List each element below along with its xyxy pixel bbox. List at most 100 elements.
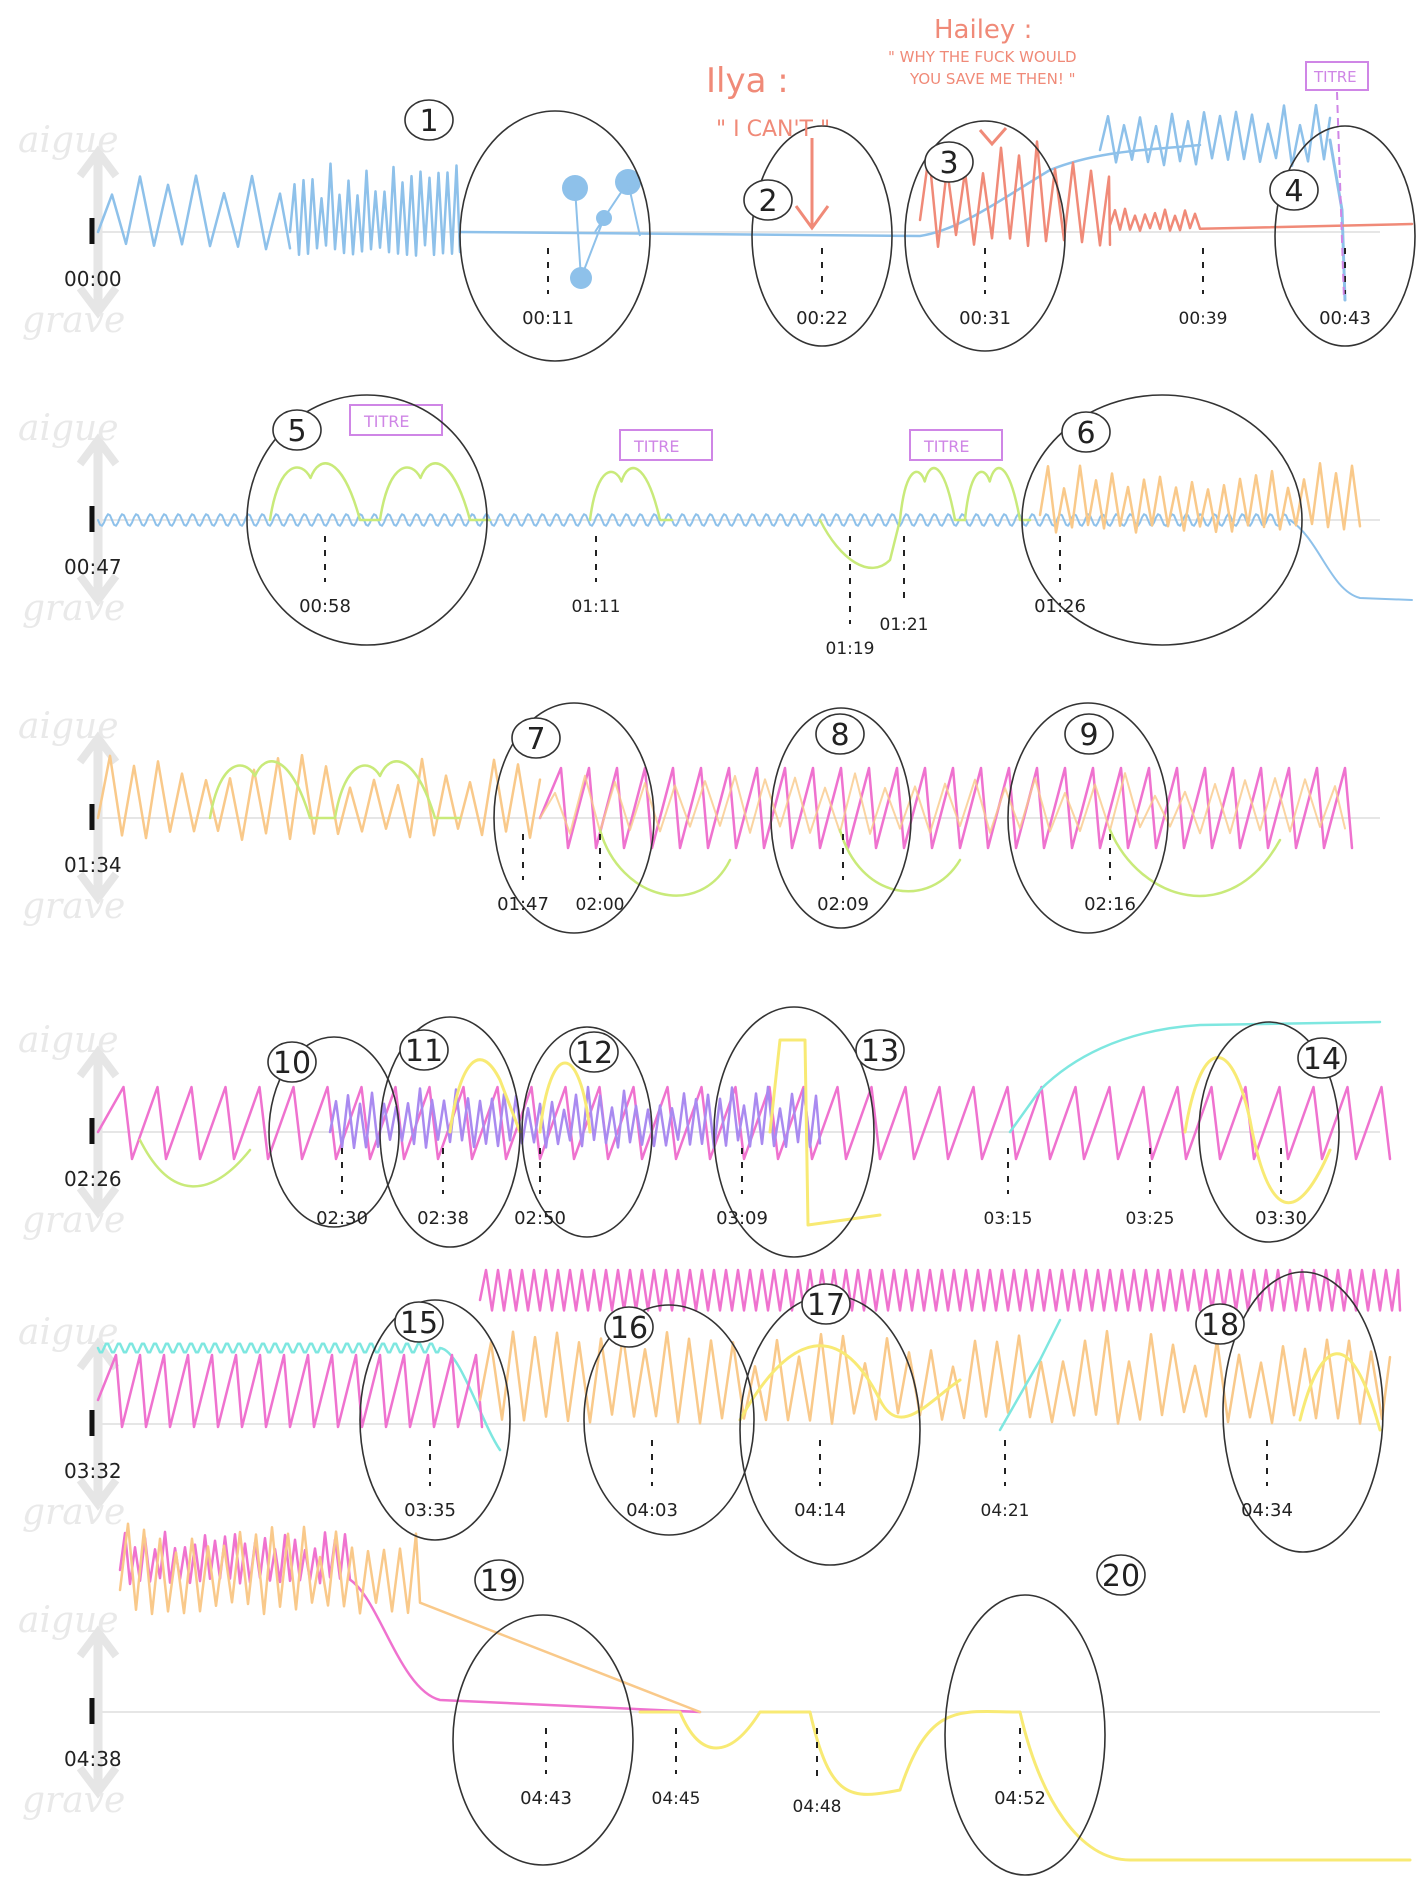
row-5-wave-yellow <box>738 1344 962 1422</box>
row-2-titre-1: TITRE <box>349 404 443 436</box>
time-mark-1-1-label: 00:39 <box>1179 309 1228 329</box>
row-2-wave-green-dip <box>818 518 902 570</box>
marker-8-time: 02:09 <box>817 894 869 915</box>
row-1-wave-blue <box>96 174 292 251</box>
marker-16-number-badge <box>604 1306 654 1348</box>
marker-3: 3 00:31 <box>904 120 1066 352</box>
marker-6-circle <box>1021 394 1303 646</box>
time-mark-4-1: 03:15 <box>984 1148 1033 1229</box>
marker-9-number-badge <box>1064 713 1114 755</box>
marker-3-number: 3 <box>939 146 958 181</box>
row-4-wave-yellow-2 <box>538 1061 592 1134</box>
marker-18-time: 04:34 <box>1241 1500 1293 1521</box>
row-5-wave-yellow-2 <box>1298 1352 1382 1432</box>
row-5-wave-cyan-2 <box>998 1318 1062 1432</box>
marker-5-number-badge <box>272 409 322 451</box>
marker-19: 19 04:43 <box>452 1559 634 1866</box>
time-mark-4-1-label: 03:15 <box>984 1209 1033 1229</box>
marker-9: 9 02:16 <box>1007 702 1169 934</box>
time-mark-2-3: 01:21 <box>880 536 929 635</box>
marker-20: 20 04:52 <box>944 1554 1146 1876</box>
row-5-arrow-up-icon <box>76 1337 120 1371</box>
row-6-low-label: grave <box>22 1780 125 1821</box>
marker-19-number: 19 <box>480 1564 518 1599</box>
row-3-low-label: grave <box>22 886 125 927</box>
marker-2-time: 00:22 <box>796 308 848 329</box>
marker-2-number-badge <box>743 179 793 221</box>
titre-box-1 <box>349 404 443 436</box>
marker-1-number-badge <box>404 99 454 141</box>
row-4-wave-yellow-3 <box>768 1038 882 1227</box>
marker-11-number-badge <box>399 1029 449 1071</box>
row-1-low-label: grave <box>22 300 125 341</box>
row-2-wave-blue <box>97 513 1291 527</box>
row-3-wave-orange <box>96 753 542 842</box>
marker-14-number: 14 <box>1303 1042 1341 1077</box>
marker-7-number-badge <box>511 717 561 759</box>
titre-text-3: TITRE <box>923 437 970 456</box>
marker-15-time: 03:35 <box>404 1500 456 1521</box>
time-mark-5-1-label: 04:21 <box>981 1501 1030 1521</box>
row-4-wave-green <box>138 1138 252 1188</box>
marker-6-number: 6 <box>1076 416 1095 451</box>
titre-box-2 <box>619 429 713 461</box>
row-5-wave-orange <box>478 1329 1392 1425</box>
marker-15-number-badge <box>394 1301 444 1343</box>
marker-4: 4 00:43 <box>1269 125 1416 347</box>
marker-10-circle <box>268 1036 400 1228</box>
row-2-start-time: 00:47 <box>64 555 122 579</box>
marker-13-circle <box>713 1006 875 1258</box>
waves-layer <box>96 103 1414 1862</box>
row-1-wave-blue-high <box>1098 103 1332 168</box>
marker-18: 18 04:34 <box>1195 1271 1384 1553</box>
marker-16-circle <box>583 1304 755 1536</box>
marker-18-circle <box>1222 1271 1384 1553</box>
row-5-start-time: 03:32 <box>64 1459 122 1483</box>
row-4-arrow-down-icon <box>76 1185 120 1219</box>
annotation-hailey: Hailey : " WHY THE FUCK WOULD YOU SAVE M… <box>888 15 1077 147</box>
row-2-high-label: aigue <box>18 408 119 449</box>
row-1-high-label: aigue <box>18 120 119 161</box>
row-4-arrow-up-icon <box>76 1045 120 1079</box>
row-1-arrow-up-icon <box>76 145 120 179</box>
row-1-wave-salmon-tail <box>1108 207 1414 232</box>
time-mark-4-2: 03:25 <box>1126 1148 1175 1229</box>
row-3-wave-pink <box>538 766 1354 850</box>
marker-7-time: 01:47 <box>497 894 549 915</box>
row-5-axis: aigue grave 03:32 <box>18 1312 1380 1533</box>
row-3-arrow-up-icon <box>76 731 120 765</box>
marker-2-circle <box>751 125 893 347</box>
marker-11-circle <box>379 1016 521 1248</box>
row-4-wave-cyan <box>1008 1020 1382 1134</box>
annotation-ilya: Ilya : " I CAN'T " <box>706 61 830 231</box>
marker-5-circle <box>246 394 488 646</box>
row-3-high-label: aigue <box>18 706 119 747</box>
row-2-wave-green-2 <box>588 466 674 522</box>
marker-4-time: 00:43 <box>1319 308 1371 329</box>
time-mark-2-2: 01:19 <box>826 536 875 659</box>
marker-14-time: 03:30 <box>1255 1208 1307 1229</box>
row-3-wave-orange-bg <box>539 772 1346 835</box>
marker-9-number: 9 <box>1079 718 1098 753</box>
marker-1-number: 1 <box>419 104 438 139</box>
row-2-arrow-down-icon <box>76 573 120 607</box>
marker-11: 11 02:38 <box>379 1016 521 1248</box>
markers-layer: TITRE TITRE TITRE 1 00:11 2 00:22 3 00:31 4 00:43 5… <box>246 99 1416 1876</box>
row-5-high-label: aigue <box>18 1312 119 1353</box>
marker-3-number-badge <box>924 141 974 183</box>
marker-10-number-badge <box>267 1041 317 1083</box>
marker-4-number-badge <box>1269 169 1319 211</box>
titre-box <box>1305 61 1369 91</box>
time-mark-6-2-label: 04:48 <box>793 1797 842 1817</box>
marker-16-time: 04:03 <box>626 1500 678 1521</box>
row-1-axis: aigue grave 00:00 <box>18 120 1380 341</box>
marker-15-circle <box>359 1299 511 1541</box>
hailey-quote-line-2: YOU SAVE ME THEN! " <box>909 70 1076 88</box>
marker-20-time: 04:52 <box>994 1788 1046 1809</box>
row-2-wave-blue-tail <box>1289 519 1413 601</box>
marker-9-circle <box>1007 702 1169 934</box>
time-mark-4-2-label: 03:25 <box>1126 1209 1175 1229</box>
marker-11-number: 11 <box>405 1034 443 1069</box>
marker-9-time: 02:16 <box>1084 894 1136 915</box>
marker-12-number-badge <box>569 1031 619 1073</box>
